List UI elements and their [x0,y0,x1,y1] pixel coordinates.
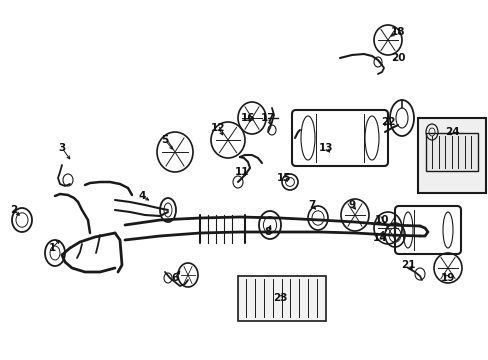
Text: 20: 20 [390,53,405,63]
Text: 6: 6 [171,273,178,283]
Text: 9: 9 [348,200,355,210]
Text: 10: 10 [374,215,388,225]
Text: 18: 18 [390,27,405,37]
Text: 2: 2 [10,205,18,215]
Text: 8: 8 [264,227,271,237]
Text: 24: 24 [444,127,458,137]
Text: 22: 22 [380,117,394,127]
Bar [417,118,485,193]
Text: 3: 3 [58,143,65,153]
Text: 11: 11 [234,167,249,177]
Text: 23: 23 [272,293,286,303]
Text: 5: 5 [161,135,168,145]
Text: 7: 7 [307,200,315,210]
Text: 4: 4 [138,191,145,201]
Bar [238,276,325,321]
Text: 1: 1 [48,243,56,253]
Text: 17: 17 [260,113,275,123]
Text: 13: 13 [318,143,332,153]
Text: 16: 16 [240,113,255,123]
Text: 21: 21 [400,260,414,270]
Text: 19: 19 [440,273,454,283]
Text: 14: 14 [372,233,386,243]
Bar [425,133,477,171]
Text: 15: 15 [276,173,291,183]
Text: 12: 12 [210,123,225,133]
